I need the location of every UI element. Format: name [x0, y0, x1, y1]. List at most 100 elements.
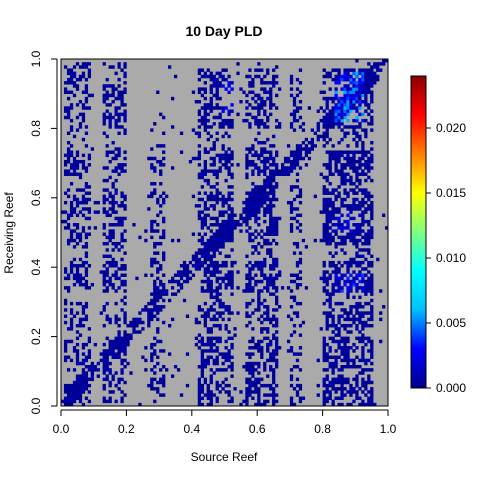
heatmap-cell	[328, 156, 332, 161]
heatmap-cell	[221, 279, 225, 284]
heatmap-cell	[69, 301, 74, 306]
heatmap-cell	[292, 330, 297, 334]
heatmap-cell	[66, 159, 71, 164]
heatmap-cell	[242, 200, 246, 205]
heatmap-cell	[370, 147, 374, 151]
heatmap-cell	[289, 317, 294, 322]
heatmap-cell	[108, 229, 112, 233]
heatmap-cell	[102, 241, 106, 246]
heatmap-cell	[200, 364, 204, 369]
heatmap-cell	[90, 377, 94, 382]
heatmap-cell	[75, 361, 80, 366]
heatmap-cell	[370, 226, 374, 230]
heatmap-cell	[230, 163, 234, 167]
colorbar-tick-label: 0.015	[436, 186, 466, 200]
heatmap-cell	[286, 339, 291, 344]
heatmap-cell	[266, 308, 270, 312]
heatmap-cell	[81, 368, 86, 372]
heatmap-cell	[114, 289, 118, 293]
heatmap-cell	[263, 109, 267, 113]
heatmap-cell	[245, 147, 249, 151]
heatmap-cell	[245, 213, 249, 218]
heatmap-cell	[346, 346, 350, 350]
heatmap-cell	[361, 311, 365, 315]
heatmap-cell	[87, 368, 92, 372]
heatmap-cell	[367, 159, 371, 164]
heatmap-cell	[212, 342, 216, 347]
heatmap-cell	[81, 383, 86, 388]
heatmap-cell	[84, 380, 89, 385]
heatmap-cell	[245, 74, 249, 79]
heatmap-cell	[334, 276, 338, 281]
heatmap-cell	[117, 204, 121, 208]
heatmap-cell	[355, 90, 359, 94]
heatmap-cell	[81, 352, 86, 356]
heatmap-cell	[307, 141, 312, 145]
heatmap-cell	[257, 361, 261, 366]
heatmap-cell	[209, 270, 213, 274]
heatmap-cell	[364, 128, 368, 132]
heatmap-cell	[212, 93, 216, 98]
heatmap-cell	[197, 387, 202, 391]
heatmap-cell	[168, 323, 172, 328]
heatmap-cell	[72, 169, 77, 173]
heatmap-cell	[230, 232, 234, 236]
heatmap-cell	[111, 223, 115, 227]
heatmap-cell	[328, 159, 332, 164]
heatmap-cell	[367, 229, 371, 233]
heatmap-cell	[355, 311, 359, 315]
heatmap-cell	[257, 109, 261, 113]
heatmap-cell	[150, 273, 154, 277]
heatmap-cell	[269, 292, 273, 296]
heatmap-cell	[215, 194, 219, 199]
heatmap-cell	[343, 87, 347, 91]
heatmap-cell	[212, 194, 216, 199]
heatmap-cell	[215, 383, 219, 388]
heatmap-cell	[325, 292, 329, 296]
heatmap-cell	[254, 273, 258, 277]
heatmap-cell	[182, 273, 187, 277]
heatmap-cell	[254, 210, 258, 214]
heatmap-cell	[72, 380, 77, 385]
heatmap-cell	[90, 364, 94, 369]
heatmap-cell	[272, 333, 276, 337]
heatmap-cell	[254, 279, 258, 284]
heatmap-cell	[289, 204, 294, 208]
heatmap-cell	[87, 216, 92, 221]
heatmap-cell	[331, 122, 335, 126]
heatmap-cell	[254, 282, 258, 287]
heatmap-cell	[325, 399, 329, 404]
heatmap-cell	[120, 264, 124, 268]
heatmap-cell	[245, 172, 249, 177]
heatmap-cell	[150, 163, 154, 167]
heatmap-cell	[159, 159, 163, 164]
heatmap-cell	[227, 134, 231, 139]
heatmap-cell	[117, 276, 121, 281]
heatmap-cell	[245, 282, 249, 287]
heatmap-cell	[105, 355, 109, 359]
heatmap-cell	[334, 264, 338, 268]
heatmap-cell	[111, 93, 115, 98]
heatmap-cell	[66, 226, 71, 230]
heatmap-cell	[209, 282, 213, 287]
heatmap-cell	[334, 77, 338, 82]
heatmap-cell	[78, 317, 83, 322]
heatmap-cell	[203, 150, 207, 154]
heatmap-cell	[63, 172, 68, 177]
heatmap-cell	[269, 317, 273, 322]
heatmap-cell	[346, 361, 350, 366]
heatmap-cell	[370, 305, 374, 309]
heatmap-cell	[227, 109, 231, 113]
heatmap-cell	[343, 84, 347, 88]
heatmap-cell	[331, 200, 335, 205]
heatmap-cell	[206, 248, 210, 252]
heatmap-cell	[349, 207, 353, 211]
heatmap-cell	[340, 346, 344, 350]
heatmap-cell	[78, 77, 83, 82]
heatmap-cell	[200, 74, 204, 79]
heatmap-cell	[215, 270, 219, 274]
heatmap-cell	[215, 235, 219, 240]
heatmap-cell	[251, 289, 255, 293]
heatmap-cell	[260, 264, 264, 268]
heatmap-cell	[168, 279, 172, 284]
